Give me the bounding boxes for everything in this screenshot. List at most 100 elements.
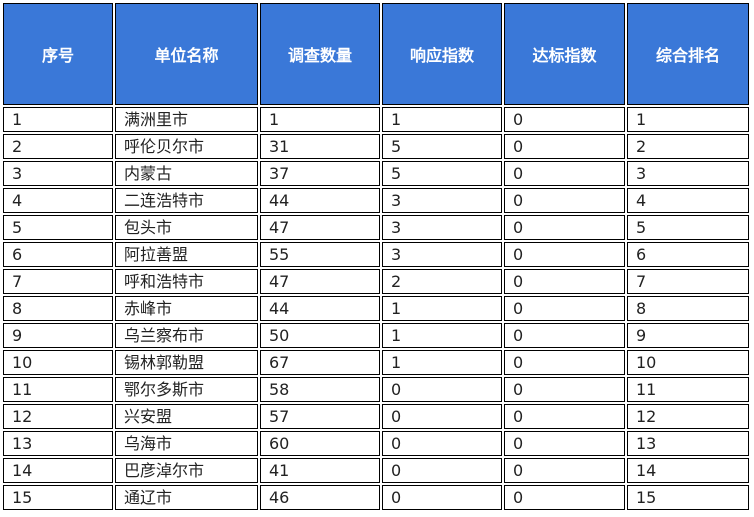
cell-unit-name: 锡林郭勒盟 bbox=[115, 350, 258, 375]
cell-compliance-index: 0 bbox=[504, 485, 625, 510]
cell-compliance-index: 0 bbox=[504, 134, 625, 159]
cell-index: 3 bbox=[3, 161, 113, 186]
cell-overall-rank: 3 bbox=[627, 161, 749, 186]
header-row: 序号 单位名称 调查数量 响应指数 达标指数 综合排名 bbox=[3, 3, 749, 105]
cell-compliance-index: 0 bbox=[504, 458, 625, 483]
header-unit-name: 单位名称 bbox=[115, 3, 258, 105]
cell-survey-count: 55 bbox=[260, 242, 380, 267]
cell-overall-rank: 15 bbox=[627, 485, 749, 510]
table-row: 3 内蒙古 37 5 0 3 bbox=[3, 161, 749, 186]
cell-index: 14 bbox=[3, 458, 113, 483]
cell-response-index: 2 bbox=[382, 269, 502, 294]
cell-index: 2 bbox=[3, 134, 113, 159]
cell-overall-rank: 1 bbox=[627, 107, 749, 132]
cell-index: 15 bbox=[3, 485, 113, 510]
cell-unit-name: 二连浩特市 bbox=[115, 188, 258, 213]
cell-response-index: 0 bbox=[382, 458, 502, 483]
cell-compliance-index: 0 bbox=[504, 188, 625, 213]
cell-unit-name: 内蒙古 bbox=[115, 161, 258, 186]
cell-survey-count: 41 bbox=[260, 458, 380, 483]
table-row: 4 二连浩特市 44 3 0 4 bbox=[3, 188, 749, 213]
table-row: 11 鄂尔多斯市 58 0 0 11 bbox=[3, 377, 749, 402]
header-overall-rank: 综合排名 bbox=[627, 3, 749, 105]
cell-compliance-index: 0 bbox=[504, 215, 625, 240]
table-row: 2 呼伦贝尔市 31 5 0 2 bbox=[3, 134, 749, 159]
cell-survey-count: 47 bbox=[260, 269, 380, 294]
cell-survey-count: 60 bbox=[260, 431, 380, 456]
cell-survey-count: 47 bbox=[260, 215, 380, 240]
cell-index: 7 bbox=[3, 269, 113, 294]
cell-compliance-index: 0 bbox=[504, 296, 625, 321]
cell-overall-rank: 6 bbox=[627, 242, 749, 267]
cell-survey-count: 44 bbox=[260, 188, 380, 213]
cell-compliance-index: 0 bbox=[504, 107, 625, 132]
cell-index: 12 bbox=[3, 404, 113, 429]
cell-response-index: 3 bbox=[382, 188, 502, 213]
cell-overall-rank: 2 bbox=[627, 134, 749, 159]
cell-index: 13 bbox=[3, 431, 113, 456]
table-row: 15 通辽市 46 0 0 15 bbox=[3, 485, 749, 510]
cell-index: 6 bbox=[3, 242, 113, 267]
table-row: 5 包头市 47 3 0 5 bbox=[3, 215, 749, 240]
cell-overall-rank: 12 bbox=[627, 404, 749, 429]
cell-unit-name: 呼和浩特市 bbox=[115, 269, 258, 294]
cell-index: 4 bbox=[3, 188, 113, 213]
cell-response-index: 1 bbox=[382, 296, 502, 321]
cell-index: 10 bbox=[3, 350, 113, 375]
cell-response-index: 1 bbox=[382, 350, 502, 375]
cell-overall-rank: 7 bbox=[627, 269, 749, 294]
cell-overall-rank: 5 bbox=[627, 215, 749, 240]
cell-overall-rank: 4 bbox=[627, 188, 749, 213]
cell-index: 8 bbox=[3, 296, 113, 321]
cell-unit-name: 满洲里市 bbox=[115, 107, 258, 132]
table-row: 12 兴安盟 57 0 0 12 bbox=[3, 404, 749, 429]
cell-response-index: 0 bbox=[382, 377, 502, 402]
cell-compliance-index: 0 bbox=[504, 377, 625, 402]
cell-survey-count: 58 bbox=[260, 377, 380, 402]
cell-compliance-index: 0 bbox=[504, 269, 625, 294]
cell-response-index: 5 bbox=[382, 134, 502, 159]
cell-index: 11 bbox=[3, 377, 113, 402]
cell-survey-count: 50 bbox=[260, 323, 380, 348]
cell-unit-name: 鄂尔多斯市 bbox=[115, 377, 258, 402]
table-row: 10 锡林郭勒盟 67 1 0 10 bbox=[3, 350, 749, 375]
cell-survey-count: 44 bbox=[260, 296, 380, 321]
table-row: 7 呼和浩特市 47 2 0 7 bbox=[3, 269, 749, 294]
cell-survey-count: 57 bbox=[260, 404, 380, 429]
header-survey-count: 调查数量 bbox=[260, 3, 380, 105]
cell-compliance-index: 0 bbox=[504, 161, 625, 186]
cell-survey-count: 31 bbox=[260, 134, 380, 159]
cell-response-index: 0 bbox=[382, 485, 502, 510]
cell-overall-rank: 10 bbox=[627, 350, 749, 375]
cell-survey-count: 46 bbox=[260, 485, 380, 510]
cell-response-index: 0 bbox=[382, 404, 502, 429]
table-row: 9 乌兰察布市 50 1 0 9 bbox=[3, 323, 749, 348]
header-index: 序号 bbox=[3, 3, 113, 105]
cell-response-index: 3 bbox=[382, 215, 502, 240]
table-row: 8 赤峰市 44 1 0 8 bbox=[3, 296, 749, 321]
cell-response-index: 5 bbox=[382, 161, 502, 186]
cell-overall-rank: 9 bbox=[627, 323, 749, 348]
cell-compliance-index: 0 bbox=[504, 431, 625, 456]
cell-overall-rank: 11 bbox=[627, 377, 749, 402]
cell-unit-name: 巴彦淖尔市 bbox=[115, 458, 258, 483]
cell-overall-rank: 14 bbox=[627, 458, 749, 483]
cell-unit-name: 赤峰市 bbox=[115, 296, 258, 321]
cell-index: 1 bbox=[3, 107, 113, 132]
cell-unit-name: 兴安盟 bbox=[115, 404, 258, 429]
cell-compliance-index: 0 bbox=[504, 323, 625, 348]
cell-response-index: 3 bbox=[382, 242, 502, 267]
table-row: 6 阿拉善盟 55 3 0 6 bbox=[3, 242, 749, 267]
cell-compliance-index: 0 bbox=[504, 350, 625, 375]
header-response-index: 响应指数 bbox=[382, 3, 502, 105]
cell-survey-count: 37 bbox=[260, 161, 380, 186]
cell-unit-name: 通辽市 bbox=[115, 485, 258, 510]
table-row: 13 乌海市 60 0 0 13 bbox=[3, 431, 749, 456]
cell-response-index: 0 bbox=[382, 431, 502, 456]
cell-index: 9 bbox=[3, 323, 113, 348]
table-row: 1 满洲里市 1 1 0 1 bbox=[3, 107, 749, 132]
cell-survey-count: 1 bbox=[260, 107, 380, 132]
cell-survey-count: 67 bbox=[260, 350, 380, 375]
header-compliance-index: 达标指数 bbox=[504, 3, 625, 105]
cell-overall-rank: 8 bbox=[627, 296, 749, 321]
